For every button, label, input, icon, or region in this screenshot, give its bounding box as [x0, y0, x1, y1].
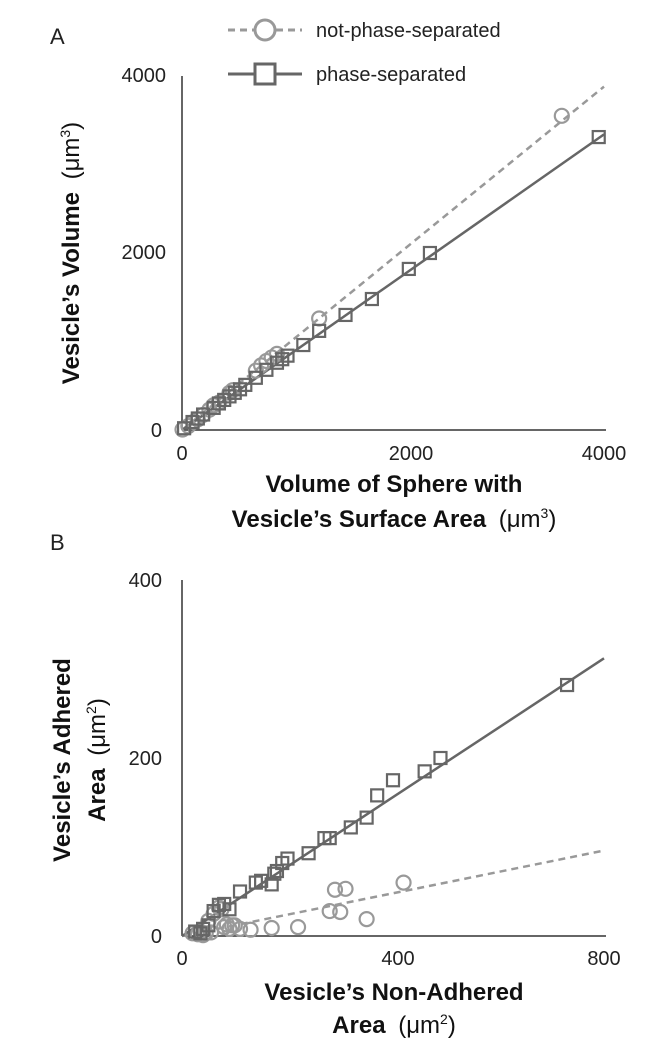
panel-a-point-phase-separated-22: [591, 129, 606, 145]
legend: not-phase-separated phase-separated: [228, 18, 501, 86]
panel-a-ytick-2000: 2000: [122, 242, 167, 264]
panel-b-point-phase-separated-8: [232, 884, 248, 899]
panel-a-point-phase-separated-15: [280, 348, 295, 363]
panel-a-axes: [181, 76, 606, 431]
panel-b-point-phase-separated-18: [322, 830, 337, 846]
panel-b-xtick-0: 0: [176, 948, 187, 970]
panel-a-marks: [174, 107, 606, 438]
legend-label-phase-separated: phase-separated: [316, 64, 466, 86]
panel-a-xlabel-unit-close: ): [548, 506, 556, 533]
panel-b-ylabel-line1: Vesicle’s Adhered: [49, 658, 76, 862]
panel-b-point-not-phase-separated-22: [337, 880, 354, 897]
panel-a-ylabel-unit-exp: 3: [57, 130, 73, 138]
panel-a-ytick-4000: 4000: [122, 65, 167, 87]
panel-b-point-phase-separated-10: [254, 873, 269, 888]
panel-b-xtick-400: 400: [381, 948, 414, 970]
panel-b-fit-lines: [181, 657, 605, 938]
panel-a-point-phase-separated-19: [364, 291, 379, 307]
panel-b-ylabel-main: Area: [84, 768, 111, 822]
panel-b-ylabel-unit-exp: 2: [83, 706, 99, 714]
panel-b-xlabel-line2: Area (μm2): [332, 1011, 456, 1039]
panel-a: A 4000 2000 0 0 2000 4000 Volume of Sphe…: [50, 24, 626, 533]
panel-b-point-phase-separated-16: [301, 846, 316, 861]
panel-a-point-phase-separated-21: [422, 245, 438, 261]
panel-b-xlabel-line1: Vesicle’s Non-Adhered: [264, 979, 523, 1006]
panel-b-point-not-phase-separated-16: [242, 921, 259, 938]
panel-b-ytick-400: 400: [129, 570, 162, 592]
panel-a-xlabel-main: Vesicle’s Surface Area: [232, 506, 487, 533]
panel-b-point-not-phase-separated-18: [289, 918, 307, 936]
panel-b-point-phase-separated-19: [343, 820, 358, 835]
legend-entry-not-phase-separated: not-phase-separated: [228, 18, 501, 42]
panel-b-xlabel-unit: (μm: [398, 1012, 440, 1039]
panel-b-point-phase-separated-15: [280, 851, 295, 866]
panel-a-xlabel-line1: Volume of Sphere with: [266, 471, 523, 498]
panel-b-point-not-phase-separated-23: [358, 910, 375, 928]
panel-b-point-phase-separated-21: [370, 788, 385, 803]
panel-b-axes: [181, 580, 606, 937]
panel-b-ylabel-line2: Area (μm2): [83, 698, 111, 822]
panel-b-point-not-phase-separated-15: [231, 920, 249, 937]
panel-a-point-phase-separated-11: [248, 370, 263, 385]
panel-b-marks: [184, 677, 575, 944]
legend-label-not-phase-separated: not-phase-separated: [316, 20, 501, 42]
legend-marker-square: [253, 62, 277, 86]
panel-b-point-phase-separated-25: [559, 677, 575, 693]
panel-b-point-phase-separated-12: [267, 866, 282, 881]
panel-b-point-phase-separated-1: [193, 926, 208, 941]
panel-b-fit-line-phase-separated: [181, 657, 605, 938]
panel-a-xlabel-unit-exp: 3: [541, 505, 549, 521]
panel-a-point-phase-separated-18: [338, 307, 353, 323]
panel-b-point-not-phase-separated-17: [263, 919, 280, 937]
panel-b-point-phase-separated-3: [201, 918, 216, 933]
panel-a-xtick-0: 0: [176, 443, 187, 465]
panel-a-point-phase-separated-20: [401, 261, 416, 277]
panel-b-point-not-phase-separated-19: [321, 902, 338, 920]
panel-a-xtick-4000: 4000: [582, 443, 627, 465]
panel-b-ytick-0: 0: [151, 926, 162, 948]
panel-b-ylabel-unit: (μm: [84, 714, 111, 756]
panel-b-point-phase-separated-22: [385, 773, 401, 788]
panel-a-ylabel: Vesicle’s Volume (μm3): [57, 122, 85, 384]
panel-b-xlabel-unit-exp: 2: [440, 1011, 448, 1027]
legend-marker-circle: [253, 18, 277, 42]
panel-b-point-not-phase-separated-21: [332, 903, 349, 921]
panel-b-ytick-200: 200: [129, 748, 162, 770]
panel-a-xlabel-line2: Vesicle’s Surface Area (μm3): [232, 505, 557, 533]
panel-a-xlabel-unit: (μm: [499, 506, 541, 533]
panel-b-point-not-phase-separated-24: [395, 874, 412, 891]
panel-b-point-phase-separated-23: [417, 764, 432, 779]
panel-b-point-phase-separated-24: [433, 750, 448, 766]
panel-b-point-phase-separated-11: [264, 877, 279, 892]
panel-a-point-not-phase-separated-16: [553, 107, 570, 124]
panel-b-point-phase-separated-7: [222, 902, 237, 917]
panel-b-point-not-phase-separated-6: [202, 924, 220, 941]
panel-a-point-phase-separated-17: [312, 323, 327, 338]
panel-a-ylabel-unit: (μm: [58, 138, 85, 180]
panel-a-point-not-phase-separated-15: [311, 310, 328, 327]
panel-a-ylabel-main: Vesicle’s Volume: [58, 192, 85, 384]
panel-a-label: A: [50, 24, 65, 49]
panel-a-ytick-0: 0: [151, 420, 162, 442]
legend-entry-phase-separated: phase-separated: [228, 62, 466, 86]
panel-b-point-phase-separated-20: [359, 810, 374, 825]
panel-b-xlabel-main: Area: [332, 1012, 386, 1039]
panel-b-ylabel-unit-close: ): [84, 698, 111, 706]
panel-b-point-not-phase-separated-20: [326, 881, 344, 898]
panel-b: B 400 200 0 0 400 800 Vesicle’s Non-Adhe…: [49, 530, 621, 1039]
panel-b-xlabel-unit-close: ): [448, 1012, 456, 1039]
panel-a-xtick-2000: 2000: [389, 443, 434, 465]
panel-b-xtick-800: 800: [587, 948, 620, 970]
panel-a-point-phase-separated-16: [296, 337, 311, 353]
panel-a-ylabel-unit-close: ): [58, 122, 85, 130]
panel-b-label: B: [50, 530, 65, 555]
